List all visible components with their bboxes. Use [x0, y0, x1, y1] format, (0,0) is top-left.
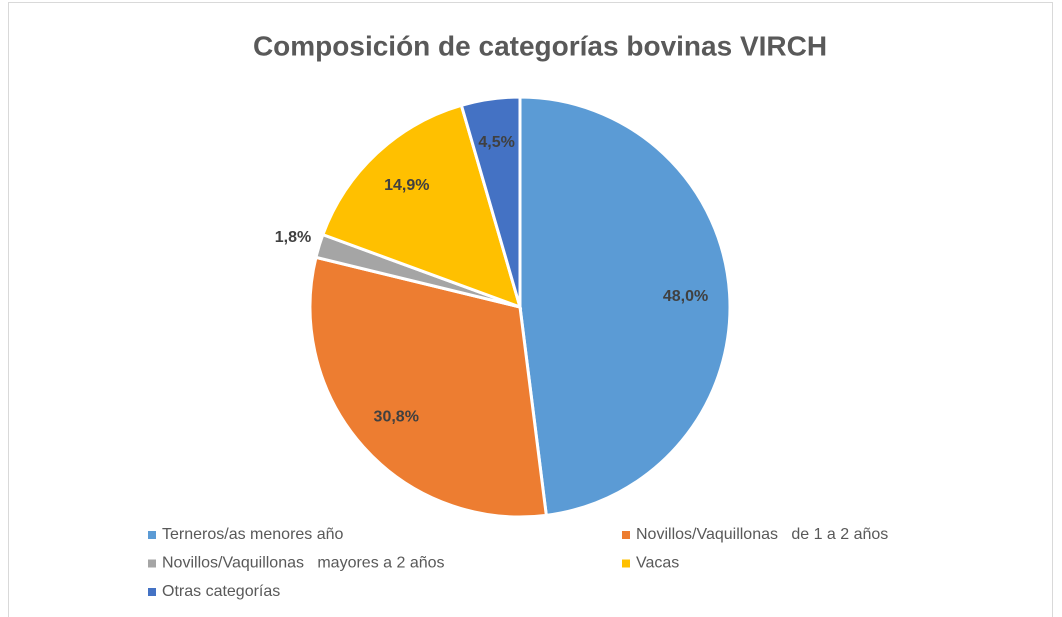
legend-label: Otras categorías	[162, 583, 280, 600]
chart-title: Composición de categorías bovinas VIRCH	[253, 30, 827, 61]
pie-slice	[308, 255, 548, 519]
data-label: 30,8%	[374, 409, 419, 426]
data-label: 1,8%	[275, 229, 311, 246]
legend-swatch	[148, 588, 156, 596]
data-label: 14,9%	[384, 177, 429, 194]
legend-swatch	[622, 559, 630, 568]
legend-label: Vacas	[636, 555, 679, 572]
data-label: 48,0%	[663, 288, 708, 305]
pie-slice	[518, 95, 732, 518]
legend-swatch	[148, 531, 156, 539]
legend-label: Novillos/Vaquillonas de 1 a 2 años	[636, 526, 888, 543]
data-label: 4,5%	[478, 134, 514, 151]
pie-slice	[459, 95, 522, 308]
pie-slice	[320, 103, 523, 310]
legend-swatch	[148, 559, 156, 568]
legend-label: Terneros/as menores año	[162, 526, 344, 543]
legend-swatch	[622, 531, 630, 539]
legend-label: Novillos/Vaquillonas mayores a 2 años	[162, 555, 445, 572]
